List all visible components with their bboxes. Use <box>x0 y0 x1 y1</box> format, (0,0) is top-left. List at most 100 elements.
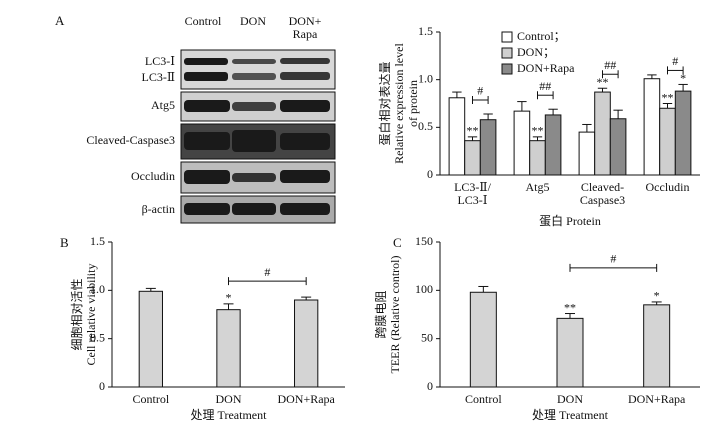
y-tick-label: 0.5 <box>90 330 105 344</box>
error-bar <box>548 108 558 115</box>
legend-swatch <box>501 47 513 59</box>
bar <box>469 291 497 388</box>
y-tick-label: 1.0 <box>90 282 105 296</box>
error-bar <box>597 87 608 93</box>
legend-label: Control； <box>517 29 566 43</box>
panel-label: A <box>55 13 65 28</box>
error-bar <box>678 83 688 92</box>
bar <box>448 97 466 176</box>
legend-label: DON； <box>517 45 555 59</box>
panel-label: C <box>393 235 402 250</box>
y-tick-label: 0.5 <box>418 119 433 133</box>
significance-label: ** <box>662 90 674 104</box>
bar <box>294 299 319 388</box>
row-label: LC3-Ⅱ <box>142 70 176 84</box>
error-bar <box>582 123 592 133</box>
y-tick-label: 1.0 <box>418 71 433 85</box>
bar <box>513 110 531 176</box>
error-bar <box>651 301 662 305</box>
significance-bracket <box>472 95 489 104</box>
row-label: Atg5 <box>151 98 175 112</box>
y-tick-label: 0 <box>99 379 105 393</box>
significance-label: ** <box>532 124 544 138</box>
y-axis-label: 细胞相对活性Cell relative viability <box>70 264 98 366</box>
blot-image <box>180 49 336 224</box>
significance-label: # <box>477 84 483 98</box>
bar <box>643 304 671 388</box>
error-bar <box>647 74 657 79</box>
y-tick-label: 50 <box>421 330 433 344</box>
error-bar <box>565 313 575 319</box>
x-axis-label: 蛋白 Protein <box>539 213 601 228</box>
panel-label: B <box>60 235 69 250</box>
bar <box>556 317 584 388</box>
legend-label: DON+Rapa <box>517 61 575 75</box>
bar <box>464 140 481 176</box>
x-tick-label: Control <box>132 392 169 406</box>
x-tick-label: Control <box>465 392 502 406</box>
significance-label: * <box>680 71 686 85</box>
row-label: LC3-Ⅰ <box>145 54 175 68</box>
x-tick-label: DON+Rapa <box>277 392 335 406</box>
error-bar <box>223 303 234 310</box>
bar <box>138 290 163 388</box>
x-tick-label: DON <box>216 392 242 406</box>
y-tick-label: 1.5 <box>90 234 105 248</box>
error-bar <box>517 101 527 112</box>
x-tick-label: LC3-Ⅱ/LC3-Ⅰ <box>454 180 491 207</box>
significance-label: * <box>654 289 660 303</box>
x-tick-label: DON+Rapa <box>628 392 686 406</box>
error-bar <box>301 296 312 300</box>
significance-label: ** <box>564 300 576 314</box>
y-axis-label: 蛋白相对表达量Relative expression levelof prote… <box>377 43 420 164</box>
error-bar <box>452 91 462 98</box>
bar <box>216 309 241 388</box>
significance-bracket <box>667 66 684 75</box>
significance-bracket <box>602 70 619 79</box>
x-tick-label: Cleaved-Caspase3 <box>580 180 625 207</box>
lane-label: DON+ Rapa <box>289 14 322 41</box>
x-tick-label: DON <box>557 392 583 406</box>
significance-bracket <box>537 91 554 100</box>
error-bar <box>613 109 623 119</box>
x-tick-label: Occludin <box>646 180 690 194</box>
bar <box>659 107 676 176</box>
significance-label: # <box>264 265 270 279</box>
bar <box>578 131 596 176</box>
significance-label: * <box>226 291 232 305</box>
row-label: Occludin <box>131 169 175 183</box>
y-tick-label: 100 <box>415 282 433 296</box>
significance-label: ## <box>539 79 551 93</box>
x-axis-label: 处理 Treatment <box>191 408 268 422</box>
significance-label: # <box>672 54 678 68</box>
y-tick-label: 0 <box>427 379 433 393</box>
legend-swatch <box>501 63 513 75</box>
legend-swatch <box>501 31 513 43</box>
row-label: Cleaved-Caspase3 <box>86 133 175 147</box>
bar <box>674 90 692 176</box>
significance-label: ** <box>597 75 609 89</box>
bar <box>529 140 546 176</box>
error-bar <box>532 136 543 141</box>
x-tick-label: Atg5 <box>526 180 550 194</box>
error-bar <box>145 287 156 292</box>
y-tick-label: 1.5 <box>418 24 433 38</box>
bar <box>479 119 497 176</box>
bar <box>609 118 627 176</box>
significance-label: ** <box>467 124 479 138</box>
bar <box>643 78 661 176</box>
significance-bracket <box>228 277 307 286</box>
lane-label: DON <box>240 14 266 28</box>
row-label: β-actin <box>142 202 175 216</box>
error-bar <box>662 103 673 109</box>
lane-label: Control <box>185 14 222 28</box>
bar <box>594 91 611 176</box>
significance-label: ## <box>604 58 616 72</box>
significance-bracket <box>569 263 658 272</box>
significance-label: # <box>610 252 616 266</box>
bar <box>544 114 562 176</box>
error-bar <box>478 285 489 293</box>
y-tick-label: 0 <box>427 167 433 181</box>
x-axis-label: 处理 Treatment <box>532 408 609 422</box>
